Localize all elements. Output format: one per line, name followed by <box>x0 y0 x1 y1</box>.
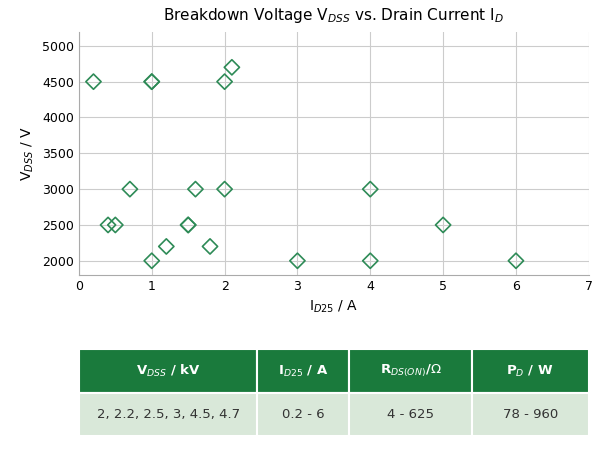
Title: Breakdown Voltage V$_{DSS}$ vs. Drain Current I$_D$: Breakdown Voltage V$_{DSS}$ vs. Drain Cu… <box>163 6 504 25</box>
Point <box>183 221 193 229</box>
Point <box>89 78 98 85</box>
Point <box>183 221 193 229</box>
Point <box>147 78 157 85</box>
Y-axis label: V$_{DSS}$ / V: V$_{DSS}$ / V <box>20 126 36 180</box>
Point <box>293 257 302 265</box>
Point <box>161 243 171 250</box>
Point <box>147 78 157 85</box>
Point <box>438 221 448 229</box>
Point <box>227 64 237 71</box>
Point <box>147 257 157 265</box>
Point <box>220 78 229 85</box>
Point <box>220 185 229 193</box>
Point <box>365 185 375 193</box>
Point <box>103 221 113 229</box>
Point <box>125 185 135 193</box>
Point <box>191 185 200 193</box>
Point <box>205 243 215 250</box>
X-axis label: I$_{D25}$ / A: I$_{D25}$ / A <box>309 298 359 315</box>
Point <box>365 257 375 265</box>
Point <box>511 257 521 265</box>
Point <box>110 221 120 229</box>
